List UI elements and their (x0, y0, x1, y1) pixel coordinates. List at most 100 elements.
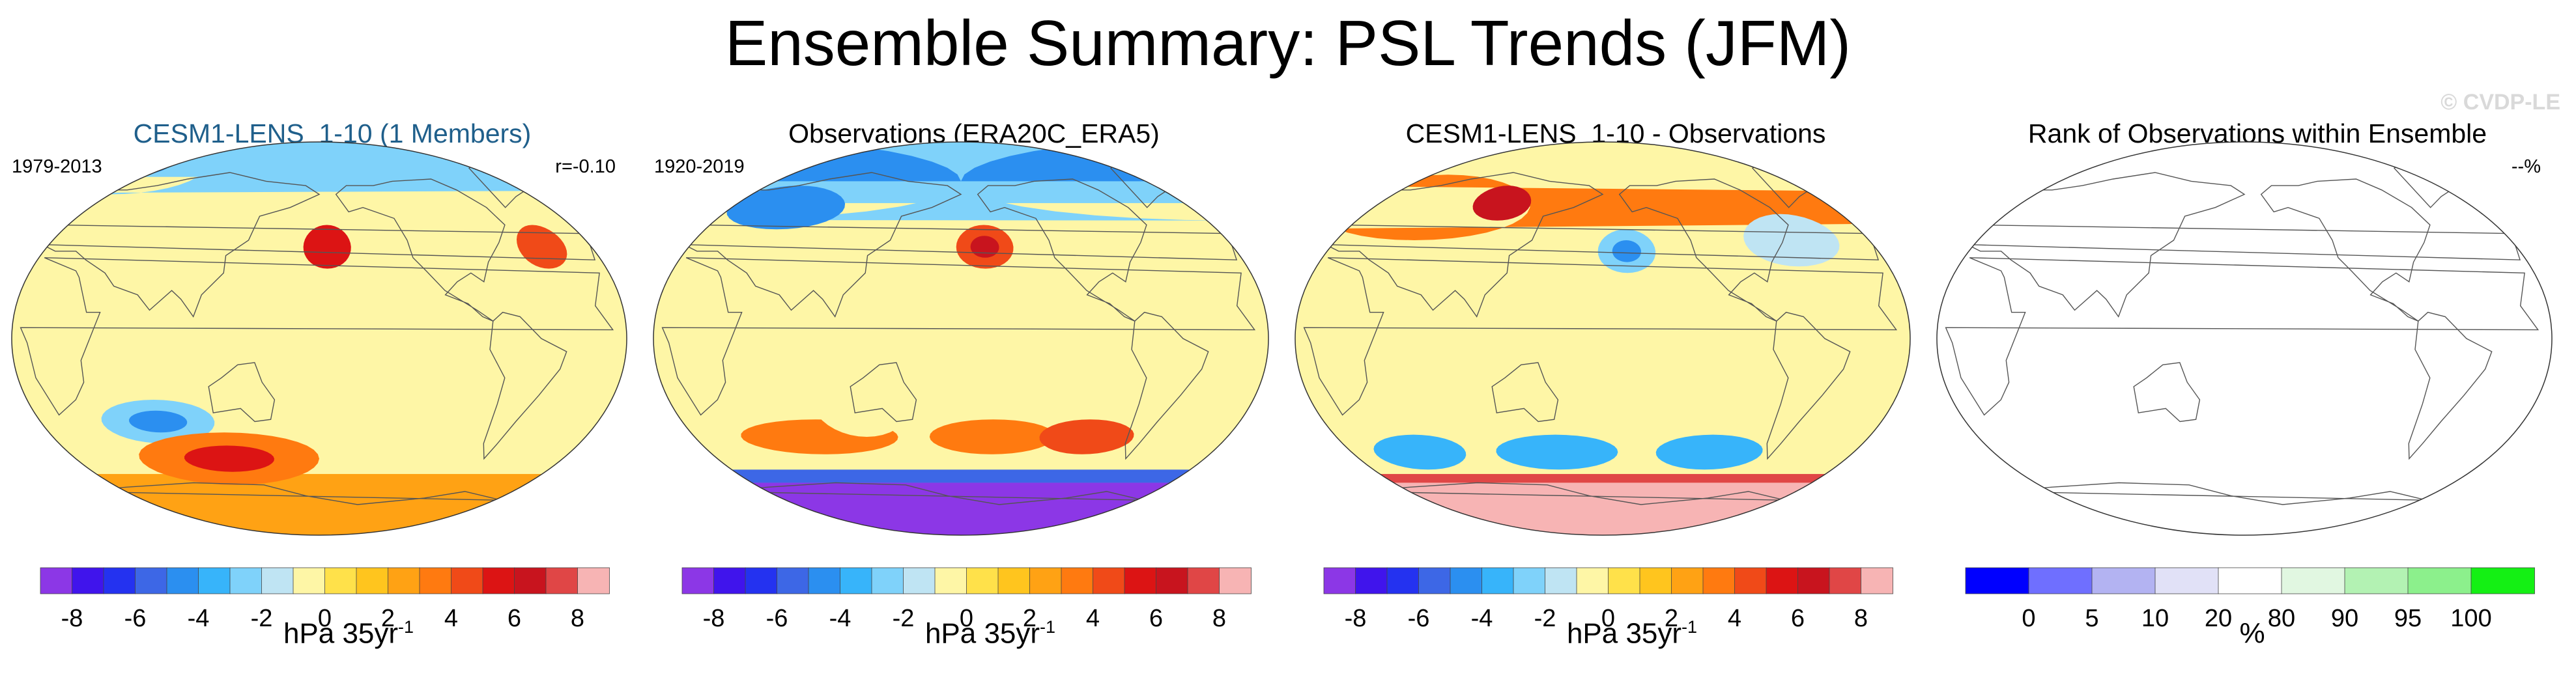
colorbar-swatch (1576, 567, 1609, 594)
colorbar-swatch (40, 567, 73, 594)
trend-region (1373, 434, 1467, 470)
colorbar-swatch (261, 567, 294, 594)
colorbar-swatch (966, 567, 999, 594)
colorbar-tick-label: -2 (251, 605, 273, 632)
colorbar-swatch (1418, 567, 1451, 594)
colorbar-tick-label: 0 (2022, 605, 2035, 632)
colorbar: 0 5 10 20 80 90 95 100 (1965, 567, 2535, 632)
map-border (1936, 141, 2553, 536)
coastline (2133, 362, 2201, 423)
colorbar-swatch (72, 567, 104, 594)
trend-region (1496, 434, 1618, 470)
colorbar-tick-label: 4 (1086, 605, 1100, 632)
colorbar-tick-label: -4 (1471, 605, 1493, 632)
trend-region (1336, 174, 1875, 240)
colorbar-tick-label: 90 (2331, 605, 2358, 632)
colorbar-tick-label: 8 (1854, 605, 1868, 632)
colorbar-swatch (934, 567, 967, 594)
colorbar-tick-label: -4 (188, 605, 210, 632)
colorbar-tick-label: -6 (1408, 605, 1430, 632)
colorbar-swatch (388, 567, 420, 594)
colorbar-swatch (229, 567, 263, 594)
colorbar-swatch (1093, 567, 1125, 594)
colorbar-swatch (2154, 567, 2219, 594)
colorbar-swatch (1639, 567, 1672, 594)
colorbar-swatch (1797, 567, 1830, 594)
colorbar-units-label: hPa 35yr-1 (1566, 617, 1698, 650)
colorbar-swatch (997, 567, 1031, 594)
coastline (2408, 311, 2493, 460)
colorbar-swatch (293, 567, 326, 594)
coastline (2260, 178, 2431, 322)
trend-region (812, 371, 912, 437)
colorbar-tick-label: 95 (2394, 605, 2422, 632)
trend-band (653, 469, 1268, 483)
colorbar-swatch (356, 567, 389, 594)
colorbar-tick-label: 8 (571, 605, 584, 632)
colorbar-swatch (1734, 567, 1767, 594)
colorbar-tick-label: 8 (1212, 605, 1226, 632)
colorbar-tick-label: 6 (508, 605, 521, 632)
map-border (11, 141, 627, 536)
colorbar-swatch (419, 567, 452, 594)
trend-band (1295, 474, 1910, 483)
trend-region (1655, 434, 1763, 470)
colorbar-swatch (324, 567, 357, 594)
colorbar-swatch (840, 567, 872, 594)
colorbar-swatch (1545, 567, 1577, 594)
coastline (1766, 311, 1851, 460)
colorbar: -8 -6 -4 -2 0 2 4 6 8 (1323, 567, 1893, 632)
colorbar-units-label: hPa 35yr-1 (924, 617, 1056, 650)
colorbar-swatch (745, 567, 778, 594)
coastline (661, 257, 1256, 416)
colorbar-tick-label: 6 (1149, 605, 1163, 632)
period-label: 1920-2019 (654, 156, 745, 177)
colorbar-swatch (2218, 567, 2282, 594)
figure-title: Ensemble Summary: PSL Trends (JFM) (724, 7, 1852, 79)
colorbar-tick-label: 4 (1728, 605, 1741, 632)
colorbar-swatch (2344, 567, 2409, 594)
colorbar-swatch (1219, 567, 1252, 594)
coastline (2001, 482, 2427, 505)
colorbar-tick-label: 0 (318, 605, 332, 632)
trend-region (1612, 240, 1641, 262)
colorbar-swatch (1861, 567, 1893, 594)
coastline (208, 362, 276, 423)
colorbar-swatch (1323, 567, 1356, 594)
colorbar-tick-label: 2 (381, 605, 395, 632)
trend-region (184, 445, 274, 472)
colorbar-tick-label: 20 (2205, 605, 2232, 632)
colorbar-swatch (681, 567, 715, 594)
colorbar-swatch (1124, 567, 1157, 594)
trend-region (737, 142, 1232, 221)
coastline (1303, 257, 1898, 416)
colorbar-tick-label: -2 (893, 605, 915, 632)
correlation-label: r=-0.10 (555, 156, 616, 177)
trend-band (653, 482, 1268, 535)
colorbar-swatch (1187, 567, 1220, 594)
trend-region (353, 327, 490, 393)
colorbar-tick-label: -4 (829, 605, 852, 632)
colorbar-tick-label: -6 (766, 605, 788, 632)
colorbar-swatch (1702, 567, 1736, 594)
colorbar-tick-label: 80 (2268, 605, 2295, 632)
colorbar-swatch (1829, 567, 1862, 594)
colorbar-swatch (1513, 567, 1546, 594)
coastline (76, 482, 502, 505)
trend-region (1743, 214, 1840, 267)
colorbar-swatch (1608, 567, 1640, 594)
colorbar-tick-label: 4 (444, 605, 458, 632)
coastline (717, 482, 1143, 505)
colorbar-tick-label: 5 (2085, 605, 2098, 632)
colorbar-swatch (1481, 567, 1514, 594)
colorbar-swatch (166, 567, 199, 594)
colorbar-tick-label: -8 (703, 605, 725, 632)
colorbar-swatch (1671, 567, 1704, 594)
coastline (335, 178, 506, 322)
colorbar-tick-label: 0 (960, 605, 973, 632)
coastline (1491, 362, 1559, 423)
colorbar-tick-label: 100 (2450, 605, 2491, 632)
colorbar-swatch (1029, 567, 1062, 594)
colorbar-swatch (2407, 567, 2472, 594)
colorbar-swatch (451, 567, 483, 594)
